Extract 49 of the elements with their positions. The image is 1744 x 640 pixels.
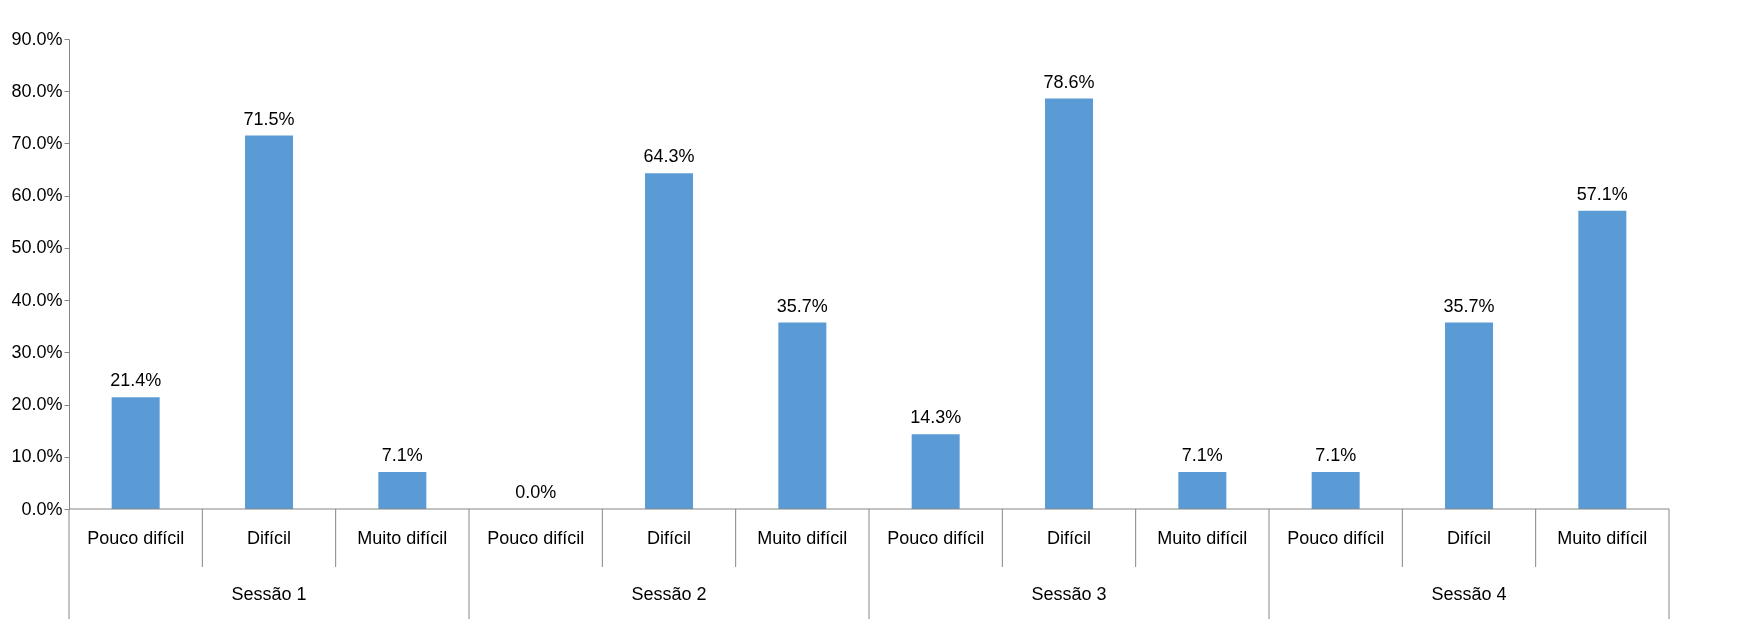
data-label: 21.4% — [110, 370, 162, 391]
x-tick-label: Pouco difícil — [1287, 528, 1385, 548]
text: Sessão 1 — [231, 584, 307, 604]
x-tick-label: Difícil — [1447, 528, 1491, 548]
bar — [645, 173, 693, 509]
data-label: 57.1% — [1576, 183, 1628, 204]
y-tick-label: 60.0% — [11, 185, 63, 206]
data-label: 78.6% — [1043, 71, 1095, 92]
y-tick-label: 0.0% — [21, 498, 63, 519]
bar — [1178, 471, 1227, 509]
data-label: 64.3% — [643, 146, 695, 167]
x-tick-label: Muito difícil — [357, 528, 448, 548]
text: Sessão 3 — [1031, 584, 1107, 604]
x-tick-label: Muito difícil — [1557, 528, 1648, 548]
data-label: 71.5% — [243, 108, 295, 129]
y-tick-label: 10.0% — [11, 446, 63, 467]
x-tick-label: Difícil — [647, 528, 691, 548]
x-tick-label: Difícil — [1047, 528, 1091, 548]
bar — [1578, 210, 1627, 509]
x-tick-label: Pouco difícil — [87, 528, 185, 548]
x-tick-label: Difícil — [247, 528, 291, 548]
bar — [778, 322, 827, 509]
y-tick-label: 80.0% — [11, 80, 63, 101]
data-label: 14.3% — [910, 407, 962, 428]
x-tick-label: Pouco difícil — [487, 528, 585, 548]
bar — [1445, 322, 1493, 509]
bar — [1045, 98, 1093, 509]
bar — [111, 397, 160, 509]
y-tick-label: 20.0% — [11, 394, 63, 415]
x-tick-label: Pouco difícil — [887, 528, 985, 548]
bar — [245, 135, 293, 509]
data-label: 7.1% — [1315, 444, 1357, 465]
y-tick-label: 30.0% — [11, 341, 63, 362]
bar — [1311, 471, 1360, 509]
x-tick-label: Muito difícil — [1157, 528, 1248, 548]
y-tick-label: 70.0% — [11, 132, 63, 153]
data-label: 0.0% — [515, 482, 557, 502]
bar — [911, 434, 960, 509]
text: Sessão 2 — [631, 584, 707, 604]
data-label: 35.7% — [1443, 295, 1495, 316]
y-tick-label: 50.0% — [11, 237, 63, 258]
y-tick-label: 40.0% — [11, 289, 63, 310]
bar — [378, 471, 427, 509]
y-tick-label: 90.0% — [11, 28, 63, 49]
data-label: 7.1% — [1181, 444, 1223, 465]
x-tick-label: Muito difícil — [757, 528, 848, 548]
data-label: 35.7% — [776, 295, 828, 316]
data-label: 7.1% — [381, 444, 423, 465]
text: Sessão 4 — [1431, 584, 1507, 604]
